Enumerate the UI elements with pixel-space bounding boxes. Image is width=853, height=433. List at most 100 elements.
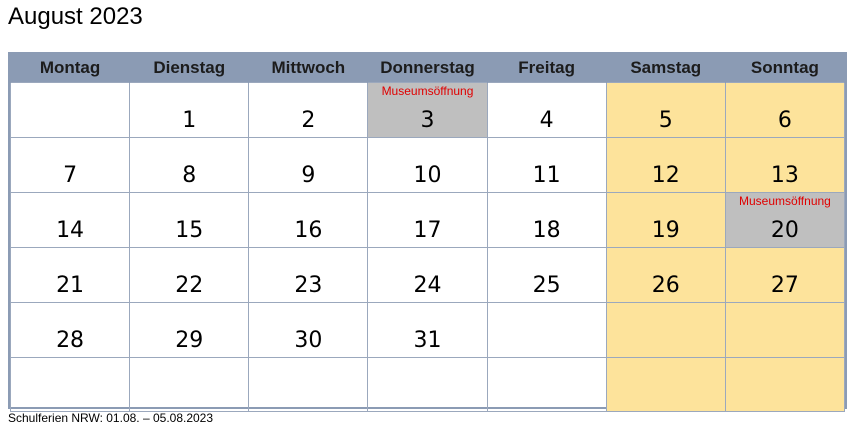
day-number: 8 [182, 163, 197, 188]
month-calendar: Montag Dienstag Mittwoch Donnerstag Frei… [8, 52, 847, 412]
day-number: 1 [182, 108, 197, 133]
calendar-day-cell: 19 [605, 192, 726, 248]
day-number: 23 [294, 273, 323, 298]
calendar-day-cell [605, 357, 726, 412]
calendar-week-row: 14 15 16 17 18 19 Museumsöffnung 20 [9, 192, 846, 248]
day-number: 26 [651, 273, 680, 298]
weekday-header-samstag: Samstag [605, 54, 726, 83]
calendar-day-cell: 21 [9, 247, 131, 303]
day-number [11, 109, 129, 137]
day-number: 17 [413, 218, 442, 243]
calendar-week-row: 21 22 23 24 25 26 27 [9, 247, 846, 303]
day-number [488, 383, 606, 411]
weekday-header-sonntag: Sonntag [724, 54, 846, 83]
weekday-header-montag: Montag [9, 54, 131, 83]
day-number: 3 [420, 108, 435, 133]
calendar-day-cell: 30 [248, 302, 369, 358]
weekday-header-row: Montag Dienstag Mittwoch Donnerstag Frei… [9, 54, 846, 83]
weekday-header-freitag: Freitag [486, 54, 607, 83]
day-number: 31 [413, 328, 442, 353]
weekday-header-donnerstag: Donnerstag [367, 54, 488, 83]
calendar-title: August 2023 [8, 3, 143, 30]
calendar-day-cell [129, 357, 250, 412]
day-number: 2 [301, 108, 316, 133]
calendar-day-cell: 23 [248, 247, 369, 303]
calendar-day-cell: 5 [605, 82, 726, 138]
day-number: 5 [658, 108, 673, 133]
calendar-day-cell: 7 [9, 137, 131, 193]
day-number: 22 [175, 273, 204, 298]
day-number: 7 [63, 163, 78, 188]
day-number: 28 [56, 328, 85, 353]
day-number: 12 [651, 163, 680, 188]
calendar-day-cell: Museumsöffnung 20 [724, 192, 846, 248]
day-number: 25 [532, 273, 561, 298]
event-label: Museumsöffnung [739, 194, 831, 208]
calendar-day-cell: 17 [367, 192, 488, 248]
day-number [726, 329, 844, 357]
calendar-day-cell [9, 82, 131, 138]
calendar-day-cell: 10 [367, 137, 488, 193]
day-number: 20 [770, 218, 799, 243]
day-number: 4 [539, 108, 554, 133]
day-number: 14 [56, 218, 85, 243]
day-number [11, 383, 129, 411]
calendar-day-cell: 28 [9, 302, 131, 358]
day-number: 27 [770, 273, 799, 298]
day-number: 30 [294, 328, 323, 353]
calendar-day-cell: 13 [724, 137, 846, 193]
calendar-day-cell: 1 [129, 82, 250, 138]
calendar-day-cell [248, 357, 369, 412]
calendar-week-row: 7 8 9 10 11 12 13 [9, 137, 846, 193]
calendar-day-cell [9, 357, 131, 412]
holiday-footnote: Schulferien NRW: 01.08. – 05.08.2023 [8, 411, 214, 425]
calendar-day-cell: 12 [605, 137, 726, 193]
calendar-day-cell: 14 [9, 192, 131, 248]
day-number [726, 383, 844, 411]
calendar-day-cell: 24 [367, 247, 488, 303]
calendar-day-cell: Museumsöffnung 3 [367, 82, 488, 138]
calendar-day-cell: 4 [486, 82, 607, 138]
calendar-day-cell [605, 302, 726, 358]
event-label: Museumsöffnung [381, 84, 474, 98]
calendar-day-cell: 15 [129, 192, 250, 248]
day-number: 24 [413, 273, 442, 298]
calendar-day-cell: 25 [486, 247, 607, 303]
calendar-day-cell [486, 302, 607, 358]
calendar-day-cell: 31 [367, 302, 488, 358]
calendar-day-cell: 29 [129, 302, 250, 358]
day-number: 21 [56, 273, 85, 298]
calendar-grid: Montag Dienstag Mittwoch Donnerstag Frei… [9, 54, 846, 412]
calendar-day-cell: 16 [248, 192, 369, 248]
calendar-day-cell: 22 [129, 247, 250, 303]
day-number: 10 [413, 163, 442, 188]
calendar-day-cell: 6 [724, 82, 846, 138]
calendar-day-cell [367, 357, 488, 412]
day-number: 9 [301, 163, 316, 188]
weekday-header-mittwoch: Mittwoch [248, 54, 369, 83]
calendar-week-row [9, 357, 846, 412]
day-number [488, 329, 606, 357]
calendar-day-cell: 9 [248, 137, 369, 193]
calendar-day-cell [724, 357, 846, 412]
day-number: 19 [651, 218, 680, 243]
day-number: 15 [175, 218, 204, 243]
day-number [607, 383, 725, 411]
day-number: 13 [770, 163, 799, 188]
calendar-day-cell: 26 [605, 247, 726, 303]
calendar-day-cell: 27 [724, 247, 846, 303]
day-number: 18 [532, 218, 561, 243]
day-number [130, 383, 248, 411]
calendar-week-row: 1 2 Museumsöffnung 3 4 5 6 [9, 82, 846, 138]
calendar-day-cell: 11 [486, 137, 607, 193]
calendar-week-row: 28 29 30 31 [9, 302, 846, 358]
day-number: 29 [175, 328, 204, 353]
calendar-day-cell [486, 357, 607, 412]
calendar-day-cell: 18 [486, 192, 607, 248]
calendar-day-cell: 2 [248, 82, 369, 138]
calendar-day-cell [724, 302, 846, 358]
calendar-day-cell: 8 [129, 137, 250, 193]
day-number [249, 383, 367, 411]
day-number [607, 329, 725, 357]
day-number: 11 [532, 163, 561, 188]
